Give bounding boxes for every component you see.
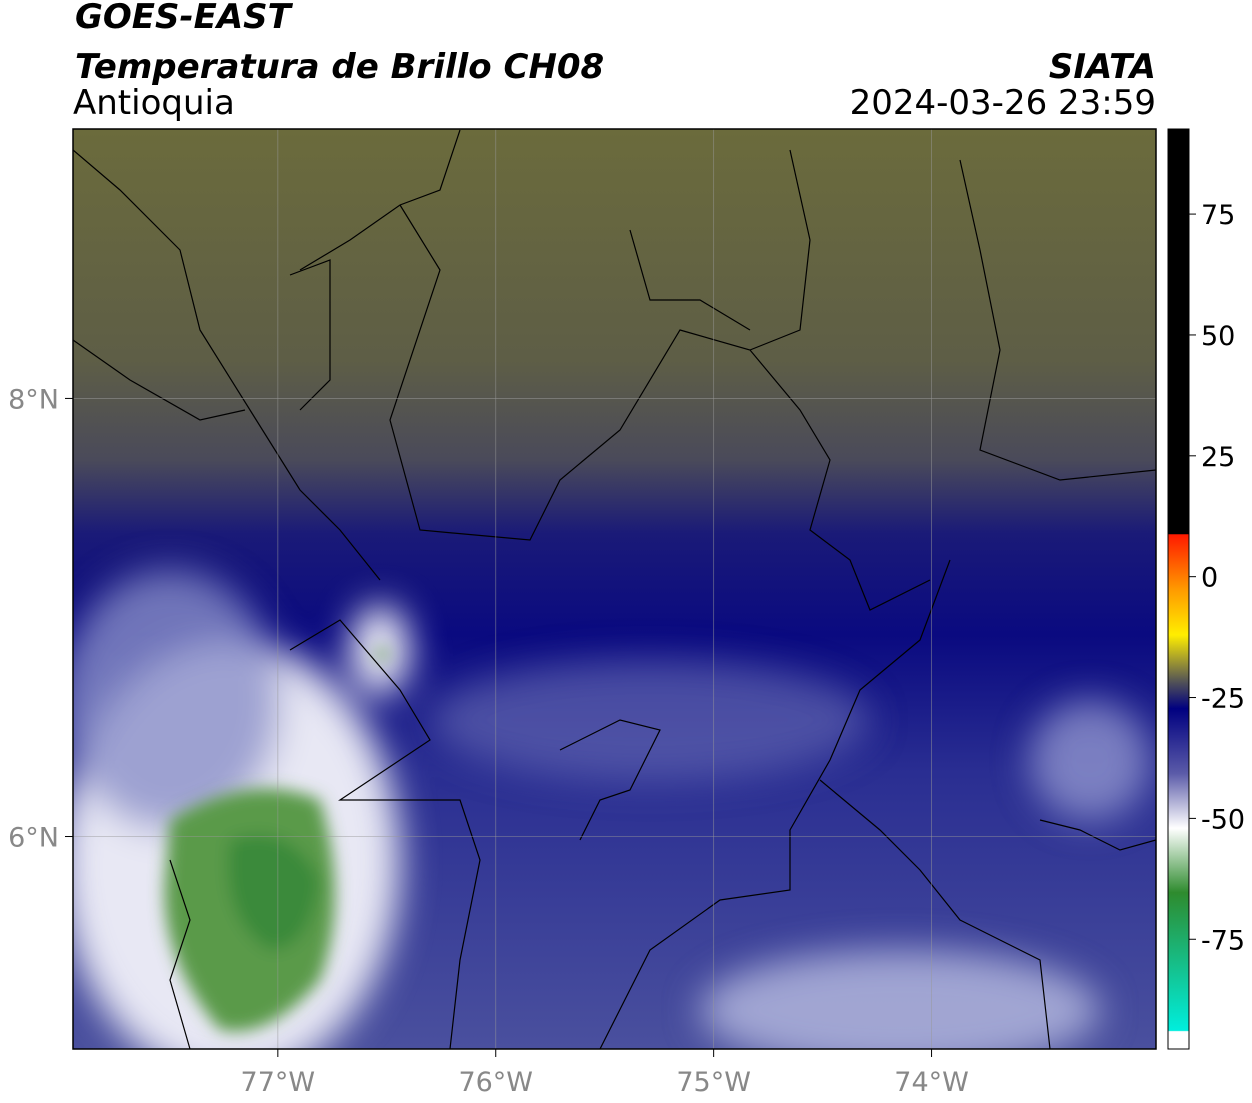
colorbar-ticks: 75 50 25 0 -25 -50 -75 bbox=[1189, 200, 1245, 956]
y-tick-label: 6°N bbox=[8, 823, 59, 854]
map-frame bbox=[72, 128, 1157, 1050]
x-tick-label: 75°W bbox=[676, 1067, 751, 1098]
borders bbox=[73, 129, 1156, 1049]
region: Antioquia bbox=[73, 83, 235, 123]
y-tick-label: 8°N bbox=[8, 384, 59, 415]
title: GOES-EAST bbox=[75, 0, 294, 37]
colorbar-tick-label: -75 bbox=[1201, 925, 1245, 956]
colorbar-tick-label: 25 bbox=[1201, 442, 1235, 473]
x-tick-label: 74°W bbox=[894, 1067, 969, 1098]
satellite-image bbox=[73, 129, 1156, 1049]
x-tick-label: 77°W bbox=[241, 1067, 316, 1098]
graticule: 77°W 76°W 75°W 74°W 8°N 6°N bbox=[8, 129, 1156, 1098]
subtitle: Temperatura de Brillo CH08 bbox=[75, 47, 604, 87]
colorbar-tick-label: -50 bbox=[1201, 804, 1245, 835]
source: SIATA bbox=[1049, 47, 1156, 87]
colorbar-tick-label: 50 bbox=[1201, 321, 1235, 352]
colorbar-tick-label: -25 bbox=[1201, 684, 1245, 715]
colorbar-tick-label: 0 bbox=[1201, 563, 1218, 594]
x-tick-label: 76°W bbox=[458, 1067, 533, 1098]
colorbar bbox=[1167, 128, 1190, 1050]
colorbar-tick-label: 75 bbox=[1201, 200, 1235, 231]
datetime: 2024-03-26 23:59 bbox=[850, 83, 1156, 123]
